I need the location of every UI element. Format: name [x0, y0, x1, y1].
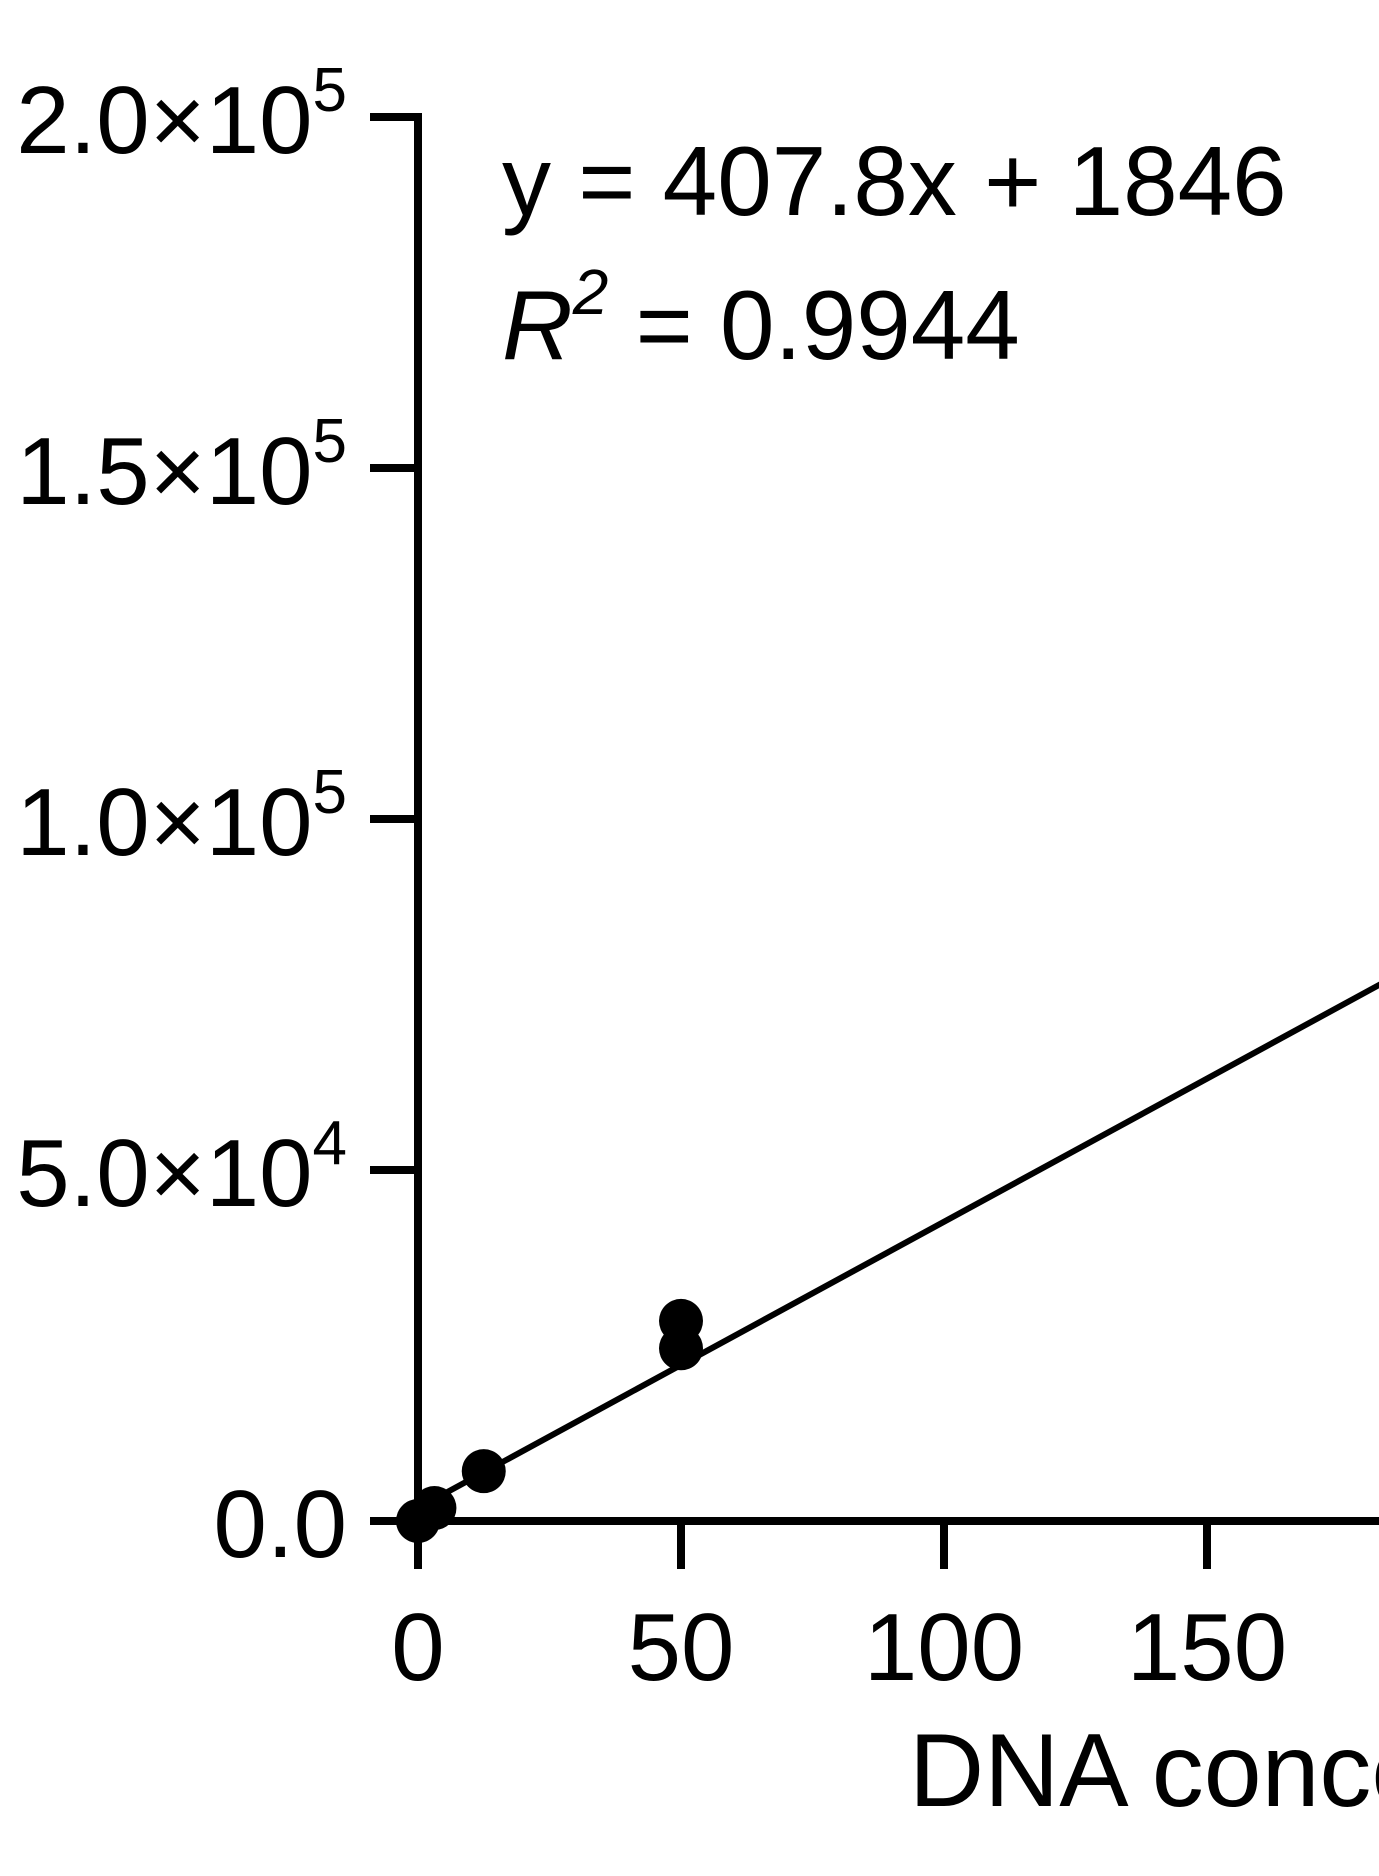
r-squared-annotation: R2 = 0.9944 — [502, 256, 1020, 380]
x-tick-label: 150 — [1127, 1594, 1287, 1701]
y-tick-label: 1.0×105 — [16, 758, 347, 876]
x-axis-label: DNA conce — [909, 1713, 1379, 1829]
y-tick-mantissa: 0.0 — [214, 1471, 347, 1578]
data-point — [658, 1298, 703, 1343]
r-exponent: 2 — [572, 256, 609, 328]
y-tick-exponent: 5 — [313, 407, 347, 476]
equation-annotation: y = 407.8x + 1846 — [502, 126, 1287, 236]
fit-line — [416, 981, 1379, 1511]
y-tick-mantissa: 5.0×10 — [16, 1120, 312, 1227]
r-label: R — [502, 270, 573, 380]
y-tick-exponent: 4 — [313, 1109, 347, 1178]
y-tick-mantissa: 1.0×10 — [16, 769, 312, 876]
r-squared-value: = 0.9944 — [608, 270, 1019, 380]
y-tick-label: 5.0×104 — [16, 1109, 347, 1227]
y-tick-exponent: 5 — [313, 758, 347, 827]
y-tick-label: 0.0 — [214, 1471, 347, 1578]
y-tick-label: 1.5×105 — [16, 407, 347, 525]
x-tick-label: 0 — [391, 1594, 444, 1701]
x-tick-label: 50 — [628, 1594, 735, 1701]
y-tick-label: 2.0×105 — [16, 56, 347, 174]
y-tick-mantissa: 2.0×10 — [16, 67, 312, 174]
data-point — [461, 1449, 506, 1494]
y-tick-exponent: 5 — [313, 56, 347, 125]
y-tick-mantissa: 1.5×10 — [16, 418, 312, 525]
x-tick-label: 100 — [864, 1594, 1024, 1701]
